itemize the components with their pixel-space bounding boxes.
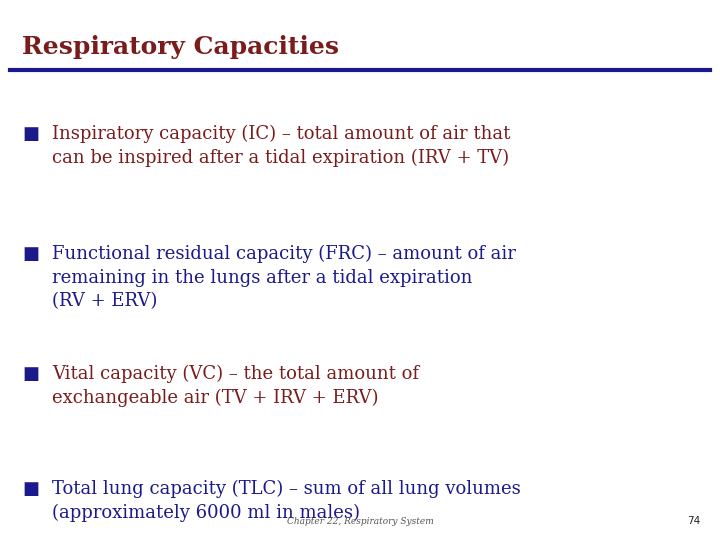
Text: ■: ■ xyxy=(22,125,39,143)
Text: ■: ■ xyxy=(22,245,39,263)
Text: Vital capacity (VC) – the total amount of
exchangeable air (TV + IRV + ERV): Vital capacity (VC) – the total amount o… xyxy=(52,365,419,407)
Text: Chapter 22, Respiratory System: Chapter 22, Respiratory System xyxy=(287,517,433,526)
Text: ■: ■ xyxy=(22,365,39,383)
Text: Functional residual capacity (FRC) – amount of air
remaining in the lungs after : Functional residual capacity (FRC) – amo… xyxy=(52,245,516,310)
Text: Inspiratory capacity (IC) – total amount of air that
can be inspired after a tid: Inspiratory capacity (IC) – total amount… xyxy=(52,125,510,167)
Text: ■: ■ xyxy=(22,480,39,498)
Text: Total lung capacity (TLC) – sum of all lung volumes
(approximately 6000 ml in ma: Total lung capacity (TLC) – sum of all l… xyxy=(52,480,521,522)
Text: Respiratory Capacities: Respiratory Capacities xyxy=(22,35,339,59)
Text: 74: 74 xyxy=(687,516,700,526)
